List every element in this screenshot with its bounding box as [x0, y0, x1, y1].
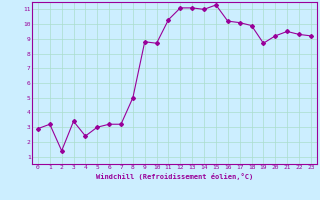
- X-axis label: Windchill (Refroidissement éolien,°C): Windchill (Refroidissement éolien,°C): [96, 173, 253, 180]
